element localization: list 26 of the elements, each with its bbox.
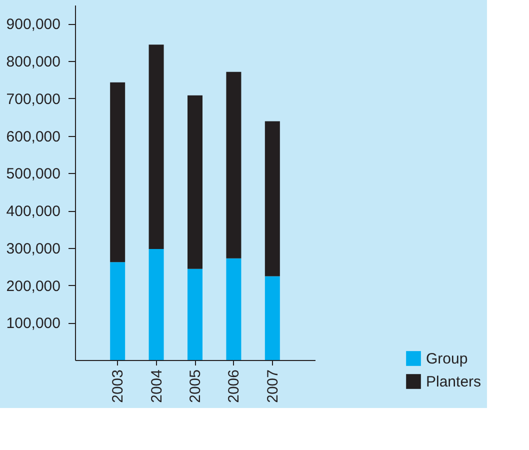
x-tick-label: 2007	[264, 370, 282, 403]
bar	[264, 121, 280, 276]
x-tick-label: 2006	[226, 370, 243, 403]
bar	[110, 82, 126, 262]
bar	[148, 249, 164, 360]
x-tick-label: 2003	[110, 370, 127, 403]
bar	[226, 72, 242, 258]
bar	[264, 276, 280, 360]
bar	[110, 262, 126, 360]
y-tick-label: 800,000	[6, 54, 60, 71]
x-tick-label: 2004	[148, 370, 166, 403]
legend-label: Planters	[426, 374, 482, 390]
y-tick-label: 200,000	[6, 278, 60, 295]
y-tick-label: 500,000	[6, 166, 60, 183]
y-tick-label: 400,000	[6, 203, 60, 220]
y-tick-label: 300,000	[6, 240, 60, 258]
legend-label: Group	[426, 350, 468, 368]
x-tick-label: 2005	[187, 370, 204, 403]
bar	[188, 95, 202, 269]
y-tick-label: 600,000	[6, 128, 60, 146]
bar	[226, 258, 242, 360]
y-tick-label: 100,000	[6, 315, 60, 332]
bar	[148, 44, 164, 250]
bar	[188, 268, 202, 360]
y-tick-label: 900,000	[6, 16, 60, 34]
y-tick-label: 700,000	[6, 90, 60, 108]
